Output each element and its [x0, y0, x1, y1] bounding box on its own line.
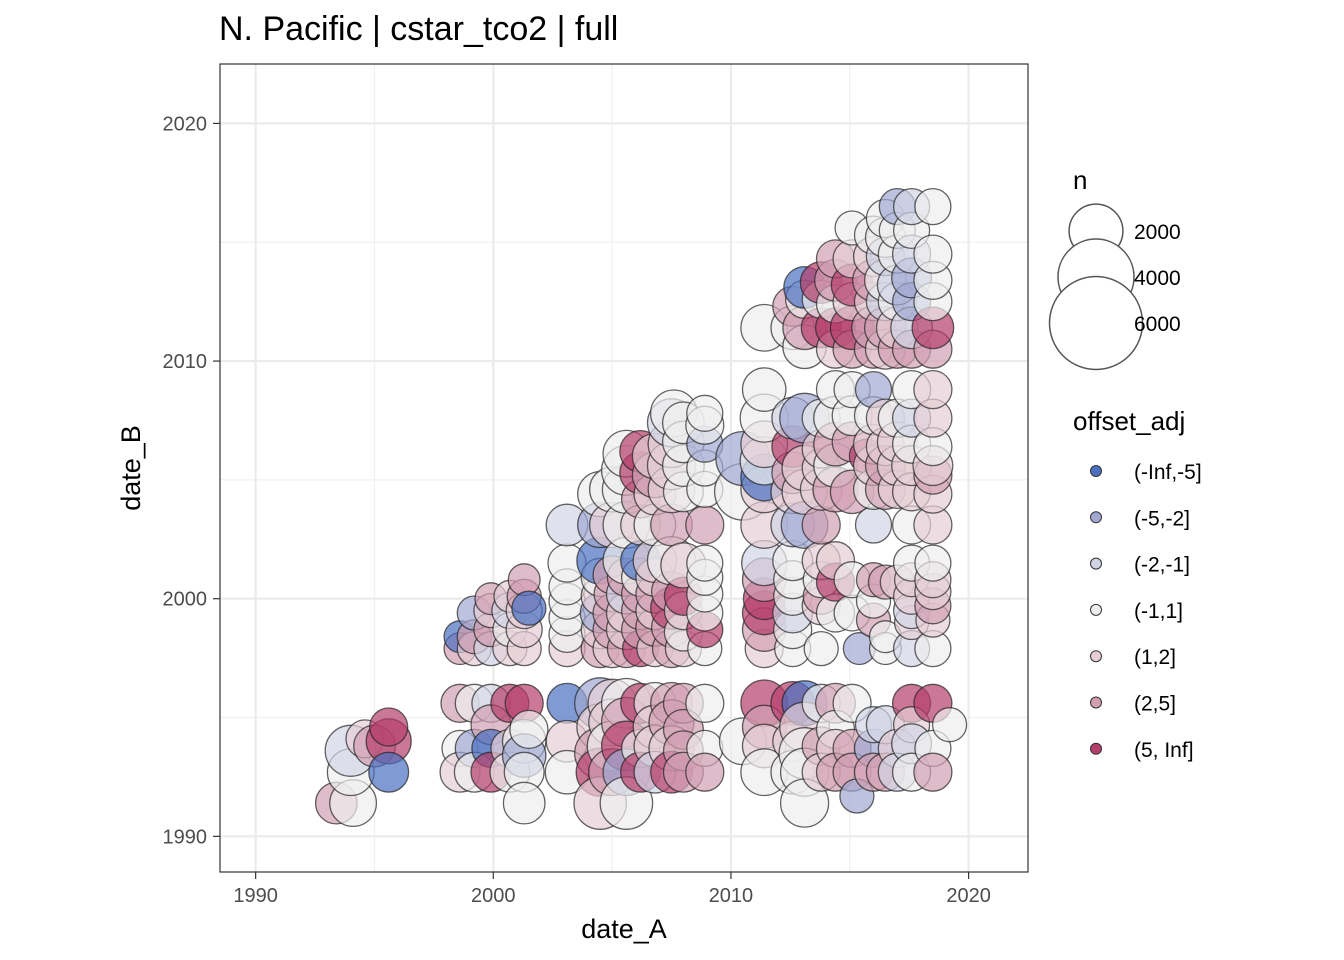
data-point: [931, 707, 968, 743]
color-legend-label: (-2,-1]: [1134, 554, 1190, 577]
data-point: [686, 544, 724, 582]
data-point: [509, 709, 549, 750]
data-point: [914, 187, 952, 226]
color-legend-key: [1090, 511, 1102, 524]
major-gridlines: [220, 64, 1028, 872]
color-legend-key: [1090, 650, 1102, 663]
size-legend-label: 6000: [1134, 313, 1181, 336]
y-axis-title: date_B: [116, 425, 146, 511]
data-point: [913, 369, 953, 410]
x-tick-label: 2010: [709, 885, 754, 907]
x-axis: 1990 2000 2010 2020: [233, 872, 991, 907]
y-axis: 1990 2000 2010 2020: [163, 113, 220, 848]
data-point: [685, 683, 725, 723]
color-legend-key: [1090, 696, 1102, 709]
y-tick-label: 1990: [163, 826, 208, 848]
color-legend-label: (1,2]: [1134, 646, 1176, 669]
data-point: [507, 563, 541, 597]
color-legend-label: (2,5]: [1134, 693, 1176, 716]
y-tick-label: 2000: [163, 589, 208, 611]
data-point: [502, 781, 546, 825]
size-legend-label: 2000: [1134, 221, 1181, 244]
y-tick-label: 2010: [163, 351, 208, 373]
color-legend-key: [1090, 603, 1102, 616]
color-legend-key: [1090, 742, 1102, 755]
x-tick-label: 2020: [946, 885, 991, 907]
y-tick-label: 2020: [163, 113, 208, 135]
color-legend-label: (-5,-2]: [1134, 507, 1190, 530]
size-legend-key: [1048, 275, 1144, 371]
color-legend: offset_adj (-Inf,-5] (-5,-2] (-2,-1] (-1,1]…: [1073, 406, 1202, 762]
data-point: [914, 544, 952, 582]
data-point: [913, 234, 953, 274]
data-point: [741, 367, 787, 412]
data-point: [803, 630, 839, 667]
size-legend-label: 4000: [1134, 267, 1181, 290]
size-legend-title: n: [1073, 165, 1087, 195]
color-legend-label: (5, Inf]: [1134, 739, 1194, 762]
data-point: [686, 394, 724, 432]
chart-title: N. Pacific | cstar_tco2 | full: [219, 10, 618, 48]
data-point: [913, 752, 953, 792]
color-legend-title: offset_adj: [1073, 406, 1185, 436]
data-point: [368, 751, 410, 793]
plot-border: [219, 63, 1029, 873]
data-point: [854, 506, 893, 544]
data-point: [685, 505, 725, 545]
color-legend-label: (-1,1]: [1134, 600, 1183, 623]
color-legend-key: [1090, 557, 1102, 570]
data-point: [685, 752, 725, 792]
data-points: [314, 187, 968, 830]
data-point: [369, 707, 409, 747]
color-legend-label: (-Inf,-5]: [1134, 461, 1202, 484]
x-tick-label: 2000: [471, 885, 516, 907]
size-legend: n 2000 4000 6000: [1048, 165, 1181, 371]
x-axis-title: date_A: [581, 914, 667, 944]
color-legend-key: [1090, 465, 1102, 477]
data-point: [511, 590, 547, 626]
plot-panel: [219, 63, 1029, 873]
x-tick-label: 1990: [233, 885, 278, 907]
